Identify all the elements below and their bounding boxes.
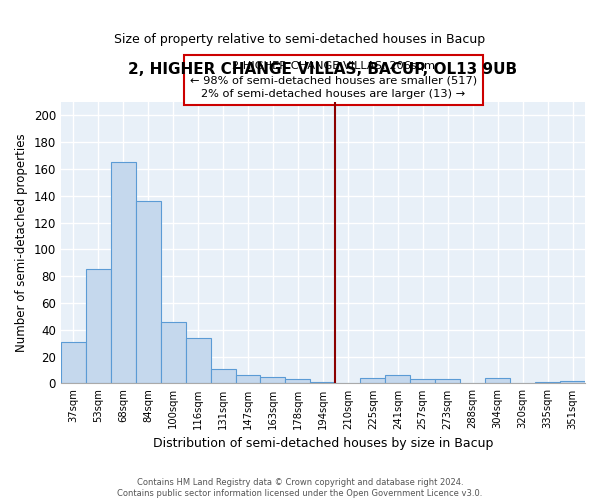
Bar bbox=[86, 270, 111, 384]
Bar bbox=[485, 378, 510, 384]
Bar bbox=[185, 338, 211, 384]
Bar bbox=[111, 162, 136, 384]
Bar bbox=[361, 378, 385, 384]
Bar bbox=[385, 376, 410, 384]
Bar bbox=[61, 342, 86, 384]
Bar bbox=[161, 322, 185, 384]
X-axis label: Distribution of semi-detached houses by size in Bacup: Distribution of semi-detached houses by … bbox=[153, 437, 493, 450]
Bar bbox=[286, 380, 310, 384]
Bar bbox=[535, 382, 560, 384]
Title: 2, HIGHER CHANGE VILLAS, BACUP, OL13 9UB: 2, HIGHER CHANGE VILLAS, BACUP, OL13 9UB bbox=[128, 62, 517, 77]
Text: 2 HIGHER CHANGE VILLAS: 206sqm
← 98% of semi-detached houses are smaller (517)
2: 2 HIGHER CHANGE VILLAS: 206sqm ← 98% of … bbox=[190, 61, 477, 99]
Bar bbox=[136, 201, 161, 384]
Text: Size of property relative to semi-detached houses in Bacup: Size of property relative to semi-detach… bbox=[115, 32, 485, 46]
Bar bbox=[310, 382, 335, 384]
Bar bbox=[260, 376, 286, 384]
Bar bbox=[560, 380, 585, 384]
Y-axis label: Number of semi-detached properties: Number of semi-detached properties bbox=[15, 134, 28, 352]
Bar bbox=[236, 376, 260, 384]
Bar bbox=[211, 368, 236, 384]
Text: Contains HM Land Registry data © Crown copyright and database right 2024.
Contai: Contains HM Land Registry data © Crown c… bbox=[118, 478, 482, 498]
Bar bbox=[435, 380, 460, 384]
Bar bbox=[410, 380, 435, 384]
